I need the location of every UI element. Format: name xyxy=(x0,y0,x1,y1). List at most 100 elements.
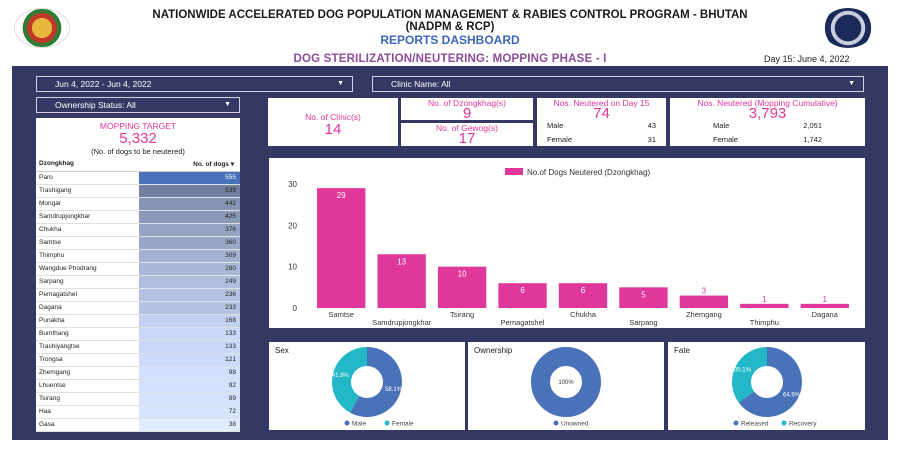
mopping-target-value: 5,332 xyxy=(119,130,157,147)
dog-count-value: 133 xyxy=(139,327,240,341)
donut-slice xyxy=(349,347,402,417)
legend-dot xyxy=(781,420,787,426)
day-female-value: 31 xyxy=(647,135,656,144)
dog-count-value: 425 xyxy=(139,210,240,224)
dog-count-value: 280 xyxy=(139,262,240,276)
table-row[interactable]: Dagana 233 xyxy=(36,301,240,315)
dog-count-value: 72 xyxy=(139,405,240,419)
dzongkhag-name: Tsirang xyxy=(36,392,139,406)
dog-count-value: 121 xyxy=(139,353,240,367)
slice-value-label: 64.9% xyxy=(783,392,801,398)
cumulative-neutered-value: 3,793 xyxy=(748,105,787,122)
table-row[interactable]: Punakha 168 xyxy=(36,314,240,328)
table-row[interactable]: Samtse 360 xyxy=(36,236,240,250)
table-row[interactable]: Gasa 38 xyxy=(36,418,240,432)
table-row[interactable]: Tsirang 89 xyxy=(36,392,240,406)
bar-value-label: 6 xyxy=(581,286,586,295)
mopping-target-label: MOPPING TARGET xyxy=(99,121,177,131)
table-row[interactable]: Wangdue Phodrang 280 xyxy=(36,262,240,276)
fate-chart-title: Fate xyxy=(674,346,691,355)
dzongkhag-name: Chukha xyxy=(36,223,139,237)
bar xyxy=(558,283,608,308)
bar xyxy=(498,283,547,308)
x-tick-label: Samdrupjongkhar xyxy=(372,318,432,327)
dashboard-title: REPORTS DASHBOARD xyxy=(380,33,520,47)
program-title: NATIONWIDE ACCELERATED DOG POPULATION MA… xyxy=(152,9,748,21)
table-row[interactable]: Haa 72 xyxy=(36,405,240,419)
header: NATIONWIDE ACCELERATED DOG POPULATION MA… xyxy=(0,0,900,65)
program-acronym: (NADPM & RCP) xyxy=(405,21,495,33)
bar xyxy=(740,303,789,308)
cum-female-value: 1,742 xyxy=(803,135,822,144)
x-tick-label: Thimphu xyxy=(750,318,779,327)
table-row[interactable]: Lhuentse 92 xyxy=(36,379,240,393)
x-tick-label: Zhemgang xyxy=(686,310,722,319)
table-row[interactable]: Trashiyangtse 133 xyxy=(36,340,240,354)
y-tick-label: 30 xyxy=(288,180,297,189)
dog-count-value: 38 xyxy=(139,418,240,432)
sex-chart-title: Sex xyxy=(275,346,289,355)
legend-label: Unowned xyxy=(561,421,589,428)
day-male-value: 43 xyxy=(647,121,656,130)
mopping-target-card: MOPPING TARGET 5,332 (No. of dogs to be … xyxy=(36,118,240,157)
date-range-dropdown[interactable]: Jun 4, 2022 - Jun 4, 2022 ▼ xyxy=(36,76,353,92)
clinic-dropdown[interactable]: Clinic Name: All ▼ xyxy=(372,76,864,92)
ownership-value: Ownership Status: All xyxy=(55,100,136,110)
table-row[interactable]: Mongar 442 xyxy=(36,197,240,211)
table-row[interactable]: Trashigang 539 xyxy=(36,184,240,198)
bar-value-label: 13 xyxy=(397,257,406,266)
table-row[interactable]: Trongsa 121 xyxy=(36,353,240,367)
legend-label: Released xyxy=(741,421,769,428)
cumulative-neutered-card: Nos. Neutered (Mopping Cumulative) 3,793… xyxy=(670,98,865,146)
donut-slice xyxy=(732,347,767,403)
dog-count-value: 555 xyxy=(139,171,240,185)
table-row[interactable]: Sarpang 249 xyxy=(36,275,240,289)
caret-down-icon: ▼ xyxy=(337,80,344,87)
dog-count-value: 133 xyxy=(139,340,240,354)
legend-label: Male xyxy=(352,421,366,428)
table-row[interactable]: Zhemgang 98 xyxy=(36,366,240,380)
x-tick-label: Sarpang xyxy=(629,318,657,327)
clinic-value: Clinic Name: All xyxy=(391,79,451,89)
bar-value-label: 5 xyxy=(641,290,646,299)
x-tick-label: Dagana xyxy=(812,310,839,319)
dzongkhag-name: Gasa xyxy=(36,418,139,432)
ownership-dropdown[interactable]: Ownership Status: All ▼ xyxy=(36,97,240,113)
dzongkhag-name: Trashigang xyxy=(36,184,139,198)
dzongkhag-name: Haa xyxy=(36,405,139,419)
dog-count-value: 376 xyxy=(139,223,240,237)
legend-dot xyxy=(553,420,559,426)
table-row[interactable]: Thimphu 309 xyxy=(36,249,240,263)
col-header-no-of-dogs-label: No. of dogs xyxy=(193,160,229,168)
slice-value-label: 41.9% xyxy=(332,373,350,379)
day-neutered-value: 74 xyxy=(593,105,610,122)
col-header-no-of-dogs[interactable]: No. of dogs ▾ xyxy=(139,157,240,172)
dzongkhag-name: Zhemgang xyxy=(36,366,139,380)
table-row[interactable]: Pemagatshel 236 xyxy=(36,288,240,302)
bar-chart-card: No.of Dogs Neutered (Dzongkhag) 0 10 20 30 29… xyxy=(269,158,865,328)
clinics-card: No. of Clinic(s) 14 xyxy=(268,98,398,146)
bar-value-label: 10 xyxy=(458,270,467,279)
donut-slice xyxy=(531,347,601,417)
table-row[interactable]: Paro 555 xyxy=(36,171,240,185)
clinics-label: No. of Clinic(s) xyxy=(305,112,361,122)
legend-label: Female xyxy=(392,421,414,428)
dzongkhag-name: Wangdue Phodrang xyxy=(36,262,139,276)
dzongkhag-name: Mongar xyxy=(36,197,139,211)
dzongkhag-count-label: No. of Dzongkhag(s) xyxy=(428,98,506,108)
legend-label: Recovery xyxy=(789,421,817,428)
table-row[interactable]: Bumthang 133 xyxy=(36,327,240,341)
legend-swatch xyxy=(505,168,523,175)
bar-value-label: 3 xyxy=(702,287,707,296)
dog-count-value: 233 xyxy=(139,301,240,315)
legend-dot xyxy=(733,420,739,426)
table-row[interactable]: Chukha 376 xyxy=(36,223,240,237)
donut-slice xyxy=(332,347,367,413)
table-row[interactable]: Samdrupjongkhar 425 xyxy=(36,210,240,224)
bar xyxy=(619,287,668,308)
dzongkhag-name: Bumthang xyxy=(36,327,139,341)
bar-value-label: 29 xyxy=(337,191,346,200)
day-female-label: Female xyxy=(547,135,573,144)
col-header-dzongkhag[interactable]: Dzongkhag xyxy=(36,157,139,172)
ownership-donut-chart: 100% Unowned xyxy=(531,347,601,428)
